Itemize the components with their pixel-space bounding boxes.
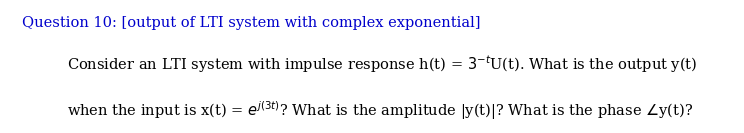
Text: when the input is x(t) = $e^{j(3t)}$? What is the amplitude |y(t)|? What is the : when the input is x(t) = $e^{j(3t)}$? Wh… [67, 100, 693, 122]
Text: Consider an LTI system with impulse response h(t) = $3^{-t}$U(t). What is the ou: Consider an LTI system with impulse resp… [67, 53, 697, 75]
Text: Question 10: [output of LTI system with complex exponential]: Question 10: [output of LTI system with … [22, 16, 481, 30]
